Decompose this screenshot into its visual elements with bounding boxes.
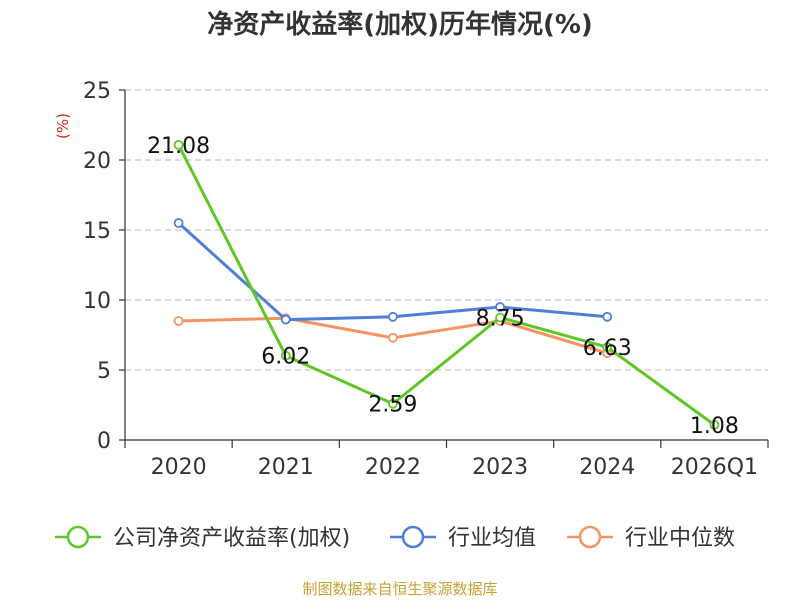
data-point [280, 314, 291, 325]
y-tick-label: 25 [83, 79, 111, 104]
legend-label: 行业均值 [448, 526, 536, 551]
data-point [495, 302, 505, 312]
data-point [173, 316, 184, 326]
y-tick-label: 15 [83, 219, 111, 244]
data-label: 6.63 [583, 336, 632, 361]
data-point [173, 218, 184, 228]
grid-lines [125, 89, 768, 371]
data-label: 1.08 [690, 414, 739, 439]
y-tick-label: 10 [83, 289, 111, 314]
data-label: 2.59 [368, 393, 417, 418]
source-note: 制图数据来自恒生聚源数据库 [302, 580, 498, 598]
data-point [388, 332, 398, 343]
legend-marker [401, 525, 425, 549]
data-point [709, 419, 720, 430]
data-label: 21.08 [147, 134, 210, 159]
data-point [602, 342, 613, 353]
data-label: 6.02 [261, 345, 310, 370]
legend-label: 行业中位数 [625, 526, 735, 551]
y-tick-label: 20 [83, 149, 111, 174]
series-line-0 [177, 144, 716, 427]
x-tick-label: 2021 [258, 455, 314, 480]
chart-title: 净资产收益率(加权)历年情况(%) [207, 10, 593, 40]
y-axis-label: (%) [54, 113, 72, 139]
axes: 0 5 10 15 20 25 (%) 2020 2021 2022 2023 2024 2026Q1 [54, 79, 769, 480]
x-tick-label: 2020 [151, 455, 207, 480]
x-tick-label: 2023 [472, 455, 528, 480]
data-point [388, 311, 398, 322]
data-point [495, 312, 505, 323]
legend-label: 公司净资产收益率(加权) [113, 526, 350, 551]
legend-marker [66, 525, 90, 549]
data-point [388, 398, 398, 409]
series [173, 139, 720, 430]
x-tick-label: 2022 [365, 455, 421, 480]
y-tick-label: 5 [97, 359, 111, 384]
data-point [602, 311, 613, 322]
legend-marker [578, 525, 602, 549]
x-tick-label: 2026Q1 [671, 455, 758, 480]
data-label: 8.75 [476, 307, 525, 332]
data-point [280, 350, 291, 361]
legend: 公司净资产收益率(加权) 行业均值 行业中位数 [55, 525, 735, 551]
data-point [173, 139, 184, 150]
data-labels: 21.08 6.02 2.59 8.75 6.63 1.08 [147, 134, 739, 439]
x-tick-label: 2024 [579, 455, 635, 480]
y-tick-label: 0 [97, 429, 111, 454]
